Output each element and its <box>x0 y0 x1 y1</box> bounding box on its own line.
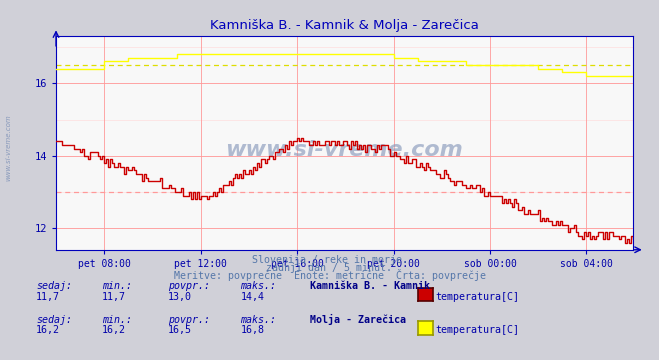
Text: Molja - Zarečica: Molja - Zarečica <box>310 314 406 325</box>
Text: 16,2: 16,2 <box>102 325 126 335</box>
Text: sedaj:: sedaj: <box>36 282 72 292</box>
Text: maks.:: maks.: <box>241 315 277 325</box>
Text: www.si-vreme.com: www.si-vreme.com <box>225 140 463 159</box>
Title: Kamniška B. - Kamnik & Molja - Zarečica: Kamniška B. - Kamnik & Molja - Zarečica <box>210 19 479 32</box>
Text: sedaj:: sedaj: <box>36 315 72 325</box>
Text: povpr.:: povpr.: <box>168 315 210 325</box>
Text: min.:: min.: <box>102 282 132 292</box>
Text: 16,2: 16,2 <box>36 325 60 335</box>
Text: www.si-vreme.com: www.si-vreme.com <box>5 114 11 181</box>
Text: 11,7: 11,7 <box>36 292 60 302</box>
Text: temperatura[C]: temperatura[C] <box>435 292 519 302</box>
Text: 13,0: 13,0 <box>168 292 192 302</box>
Text: maks.:: maks.: <box>241 282 277 292</box>
Text: temperatura[C]: temperatura[C] <box>435 325 519 335</box>
Text: 16,8: 16,8 <box>241 325 264 335</box>
Text: 14,4: 14,4 <box>241 292 264 302</box>
Text: Meritve: povprečne  Enote: metrične  Črta: povprečje: Meritve: povprečne Enote: metrične Črta:… <box>173 269 486 281</box>
Text: 11,7: 11,7 <box>102 292 126 302</box>
Text: Slovenija / reke in morje.: Slovenija / reke in morje. <box>252 255 407 265</box>
Text: zadnji dan / 5 minut.: zadnji dan / 5 minut. <box>266 263 393 273</box>
Text: min.:: min.: <box>102 315 132 325</box>
Text: povpr.:: povpr.: <box>168 282 210 292</box>
Text: Kamniška B. - Kamnik: Kamniška B. - Kamnik <box>310 282 430 292</box>
Text: 16,5: 16,5 <box>168 325 192 335</box>
